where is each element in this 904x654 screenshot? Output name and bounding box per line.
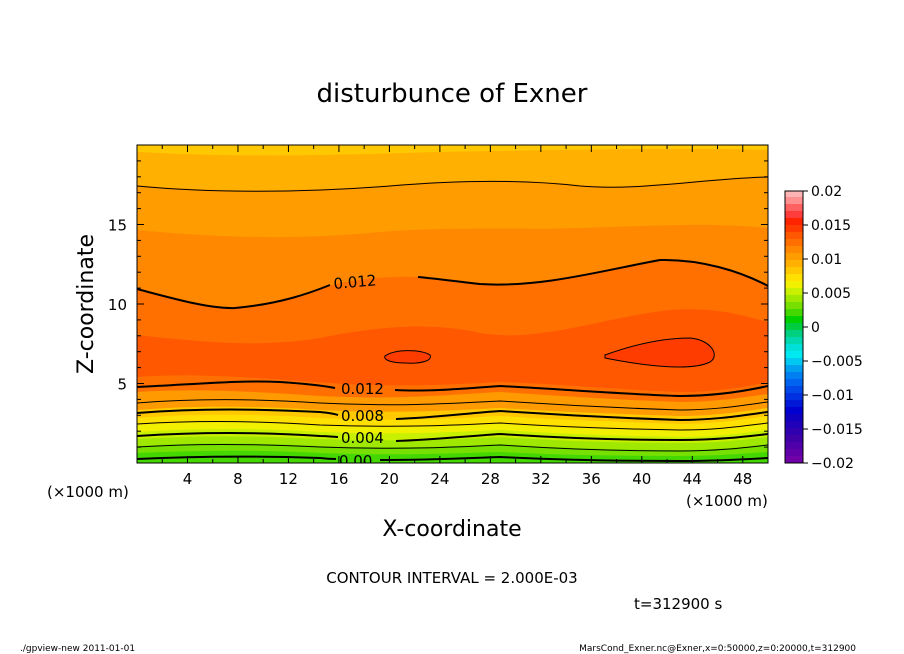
colorbar [784, 190, 804, 464]
x-axis: 4 8 12 16 20 24 28 32 36 40 44 48 [136, 145, 769, 488]
colorbar-tick-label: 0.015 [811, 218, 851, 234]
footer-right: MarsCond_Exner.nc@Exner,x=0:50000,z=0:20… [579, 644, 856, 654]
contour-lines [137, 176, 768, 463]
colorbar-tick-label: 0.02 [811, 184, 842, 200]
y-axis: 5 10 15 [108, 144, 768, 464]
heatmap-field [137, 145, 768, 463]
x-tick-label: 20 [380, 470, 399, 488]
colorbar-tick-label: −0.005 [811, 354, 863, 370]
colorbar-ticks: 0.02 0.015 0.01 0.005 0 −0.005 −0.01 −0.015 −0.0… [803, 184, 863, 472]
x-tick-label: 44 [683, 470, 702, 488]
colorbar-tick-label: 0.005 [811, 286, 851, 302]
contour-labels: 0.012 0.012 0.008 0.004 0.00 [333, 271, 384, 470]
contour-interval: CONTOUR INTERVAL = 2.000E-03 [326, 569, 577, 587]
colorbar-tick-label: 0.01 [811, 252, 842, 268]
colorbar-tick-label: 0 [811, 320, 820, 336]
contour-label: 0.00 [339, 452, 372, 470]
y-tick-label: 5 [117, 376, 127, 394]
contour-label: 0.004 [341, 429, 384, 447]
x-tick-label: 8 [233, 470, 243, 488]
x-tick-label: 16 [329, 470, 348, 488]
y-tick-label: 10 [108, 296, 127, 314]
x-unit-left: (×1000 m) [47, 483, 129, 501]
x-tick-label: 32 [531, 470, 550, 488]
contour-line [137, 258, 768, 310]
x-tick-label: 4 [183, 470, 193, 488]
x-axis-label: X-coordinate [382, 517, 521, 542]
contour-line [137, 380, 768, 398]
contour-line [137, 443, 768, 452]
x-tick-label: 40 [632, 470, 651, 488]
y-tick-label: 15 [108, 217, 127, 235]
contour-line [137, 432, 768, 442]
colorbar-tick-label: −0.015 [811, 422, 863, 438]
x-tick-label: 36 [582, 470, 601, 488]
contour-label: 0.012 [341, 380, 384, 398]
contour-label: 0.012 [333, 271, 377, 293]
contour-line [604, 337, 715, 368]
contour-label: 0.008 [341, 407, 384, 425]
x-tick-label: 12 [279, 470, 298, 488]
x-unit-right: (×1000 m) [686, 492, 768, 510]
time-stamp: t=312900 s [634, 595, 722, 613]
footer-left: ./gpview-new 2011-01-01 [20, 644, 135, 654]
contour-line [384, 350, 431, 364]
x-tick-label: 48 [733, 470, 752, 488]
contour-line [137, 408, 768, 422]
contour-line [137, 455, 768, 463]
x-tick-label: 28 [481, 470, 500, 488]
contour-line [137, 399, 768, 411]
colorbar-tick-label: −0.02 [811, 456, 854, 472]
x-tick-label: 24 [430, 470, 449, 488]
contour-line [137, 176, 768, 192]
colorbar-tick-label: −0.01 [811, 388, 854, 404]
y-axis-label: Z-coordinate [74, 234, 99, 374]
chart-title: disturbunce of Exner [317, 79, 588, 109]
contour-line [137, 420, 768, 431]
